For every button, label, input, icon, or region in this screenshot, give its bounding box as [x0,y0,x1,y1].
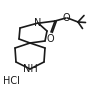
Text: HCl: HCl [3,76,20,86]
Text: O: O [62,13,70,23]
Text: NH: NH [23,64,37,74]
Text: O: O [47,33,54,43]
Text: N: N [34,18,42,28]
